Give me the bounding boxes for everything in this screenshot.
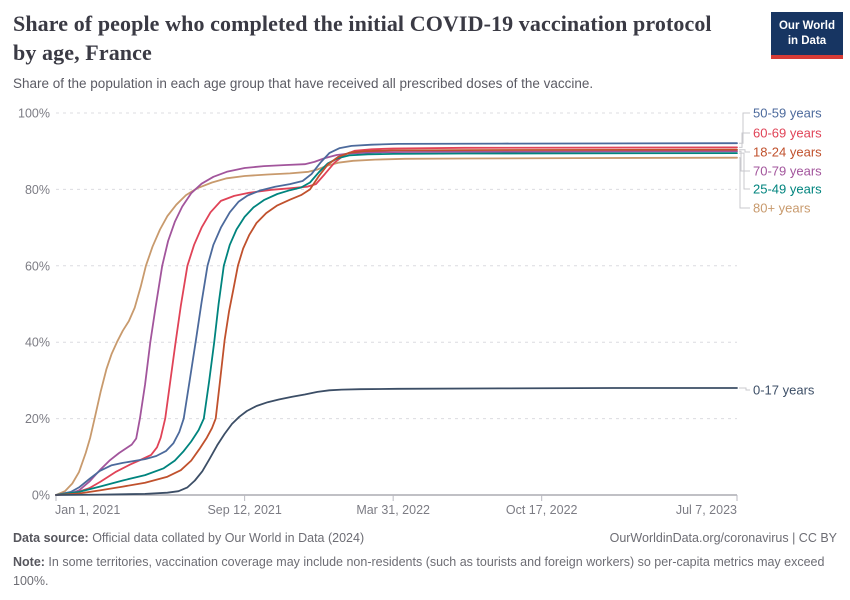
series-line-0-17-years bbox=[55, 387, 738, 496]
y-tick-label-100%: 100% bbox=[18, 107, 50, 121]
legend-connector-25-49-years bbox=[739, 152, 750, 190]
x-tick-label-oct-17-2022: Oct 17, 2022 bbox=[506, 503, 578, 517]
series-line-60-69-years bbox=[55, 146, 738, 496]
legend-label-70-79-years[interactable]: 70-79 years bbox=[753, 164, 822, 179]
x-tick-label-jan-1-2021: Jan 1, 2021 bbox=[55, 503, 120, 517]
legend-connector-70-79-years bbox=[739, 150, 750, 172]
note-label: Note: bbox=[13, 555, 45, 569]
y-tick-label-80%: 80% bbox=[25, 183, 50, 197]
footer-source-row: Data source: Official data collated by O… bbox=[13, 531, 837, 545]
y-tick-label-0%: 0% bbox=[32, 489, 50, 503]
x-tick-label-sep-12-2021: Sep 12, 2021 bbox=[207, 503, 281, 517]
series-line-18-24-years bbox=[55, 148, 738, 496]
legend-label-50-59-years[interactable]: 50-59 years bbox=[753, 106, 822, 121]
legend-label-60-69-years[interactable]: 60-69 years bbox=[753, 126, 822, 141]
x-tick-label-mar-31-2022: Mar 31, 2022 bbox=[356, 503, 430, 517]
data-source-text: Data source: Official data collated by O… bbox=[13, 531, 364, 545]
chart-title: Share of people who completed the initia… bbox=[13, 11, 712, 65]
legend-connector-80-years bbox=[739, 157, 750, 209]
note-value: In some territories, vaccination coverag… bbox=[13, 555, 825, 588]
legend-connector-0-17-years bbox=[739, 387, 750, 391]
y-tick-label-20%: 20% bbox=[25, 412, 50, 426]
owid-logo-line2: in Data bbox=[787, 34, 827, 47]
owid-link[interactable]: OurWorldinData.org/coronavirus | CC BY bbox=[609, 531, 837, 545]
data-source-label: Data source: bbox=[13, 531, 89, 545]
y-tick-label-40%: 40% bbox=[25, 336, 50, 350]
owid-logo-line1: Our World bbox=[778, 19, 835, 32]
legend-label-0-17-years[interactable]: 0-17 years bbox=[753, 383, 815, 398]
series-line-70-79-years bbox=[55, 150, 738, 496]
legend-label-25-49-years[interactable]: 25-49 years bbox=[753, 182, 822, 197]
legend-connector-50-59-years bbox=[739, 112, 750, 144]
owid-logo: Our World in Data bbox=[771, 12, 843, 59]
series-line-50-59-years bbox=[55, 142, 738, 496]
y-tick-label-60%: 60% bbox=[25, 259, 50, 273]
legend-connector-60-69-years bbox=[739, 132, 750, 148]
legend-label-80-years[interactable]: 80+ years bbox=[753, 201, 811, 216]
footer-note-row: Note: In some territories, vaccination c… bbox=[13, 553, 835, 591]
chart-subtitle: Share of the population in each age grou… bbox=[13, 76, 594, 91]
x-tick-label-jul-7-2023: Jul 7, 2023 bbox=[676, 503, 737, 517]
legend-label-18-24-years[interactable]: 18-24 years bbox=[753, 145, 822, 160]
series-line-80-years bbox=[55, 156, 738, 496]
data-source-value: Official data collated by Our World in D… bbox=[88, 531, 365, 545]
legend-connector-18-24-years bbox=[739, 149, 750, 153]
